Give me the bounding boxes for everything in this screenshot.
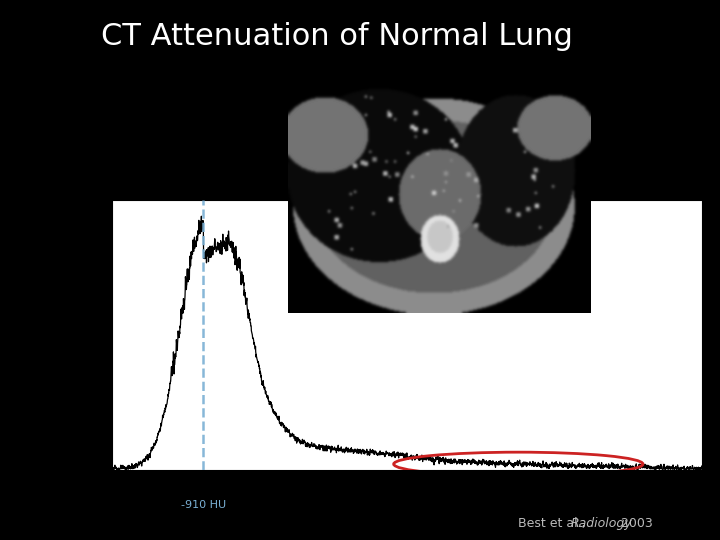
Y-axis label: COUNT: COUNT <box>68 315 78 355</box>
Text: Radiology: Radiology <box>571 517 633 530</box>
Text: CT Attenuation of Normal Lung: CT Attenuation of Normal Lung <box>101 22 572 51</box>
Text: -910 HU: -910 HU <box>181 500 226 510</box>
X-axis label: HU: HU <box>397 490 416 503</box>
Text: Best et al.,: Best et al., <box>518 517 590 530</box>
Text: 2003: 2003 <box>617 517 653 530</box>
